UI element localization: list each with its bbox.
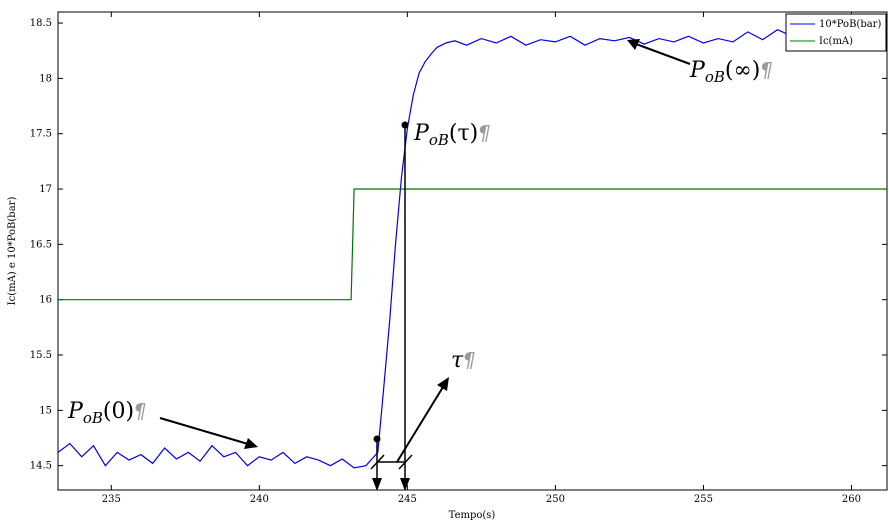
y-axis-label: Ic(mA) e 10*PoB(bar) [7, 197, 18, 306]
annotation-ptau-base: P [413, 121, 430, 146]
tau-arrow-head [437, 377, 449, 391]
ttau-arrow-head [400, 478, 410, 491]
y-tick-label: 15 [39, 405, 52, 416]
pinf-arrow-head [627, 39, 640, 50]
annotation-tau-base: τ [451, 348, 464, 373]
ticks: 235 240 245 250 255 260 14.5 15 15.5 16 16.5 17 17.5… [30, 12, 887, 505]
annotation-p0-sub: oB [83, 409, 103, 427]
pinf-arrow-line [635, 43, 691, 65]
x-tick-label: 255 [694, 494, 713, 505]
y-tick-label: 18.5 [30, 18, 52, 29]
tau-tick-right [398, 454, 413, 470]
series-line-ic [58, 188, 887, 301]
y-tick-label: 14.5 [30, 461, 52, 472]
x-axis-label: Tempo(s) [449, 510, 496, 521]
series-group [57, 24, 888, 469]
t0-marker [373, 435, 381, 443]
legend-label-pob: 10*PoB(bar) [819, 19, 881, 30]
x-tick-label: 250 [546, 494, 565, 505]
legend-label-ic: Ic(mA) [819, 36, 853, 47]
annotation-p0-mark: ¶ [134, 399, 147, 423]
annotation-ptau-sub: oB [429, 131, 449, 149]
annotation-p0-arg: (0) [103, 399, 134, 424]
y-tick-label: 18 [39, 73, 52, 84]
tau-arrow-line [396, 386, 444, 463]
annotation-pinf-arg: (∞) [725, 58, 761, 83]
x-tick-label: 260 [842, 494, 861, 505]
annotation-pinf: PoB(∞)¶ [689, 58, 773, 86]
tau-tick-left [370, 454, 385, 470]
annotation-pinf-sub: oB [705, 68, 725, 86]
annotation-tau: τ¶ [451, 348, 476, 373]
y-tick-label: 15.5 [30, 350, 52, 361]
legend: 10*PoB(bar) Ic(mA) [785, 13, 887, 52]
annotation-ptau-mark: ¶ [478, 121, 491, 145]
annotation-pinf-base: P [689, 58, 706, 83]
series-line-pob [57, 24, 888, 469]
annotation-p0-base: P [67, 399, 84, 424]
annotation-p0: PoB(0)¶ [67, 399, 147, 427]
annotation-tau-mark: ¶ [463, 348, 476, 372]
x-tick-label: 235 [102, 494, 121, 505]
p0-arrow-line [159, 417, 249, 445]
p0-arrow-head [244, 438, 258, 449]
plot-area [57, 11, 888, 491]
annotation-pinf-mark: ¶ [760, 58, 773, 82]
t0-arrow-head [372, 478, 382, 491]
y-tick-label: 16 [39, 295, 52, 306]
x-tick-label: 245 [398, 494, 417, 505]
legend-box [785, 13, 887, 52]
annotation-graphics [159, 39, 691, 491]
ptau-marker [401, 121, 409, 129]
y-tick-label: 16.5 [30, 239, 52, 250]
y-tick-label: 17 [39, 184, 52, 195]
annotation-ptau: PoB(τ)¶ [413, 121, 491, 149]
x-tick-label: 240 [250, 494, 269, 505]
y-tick-label: 17.5 [30, 129, 52, 140]
annotation-ptau-arg: (τ) [449, 121, 478, 146]
